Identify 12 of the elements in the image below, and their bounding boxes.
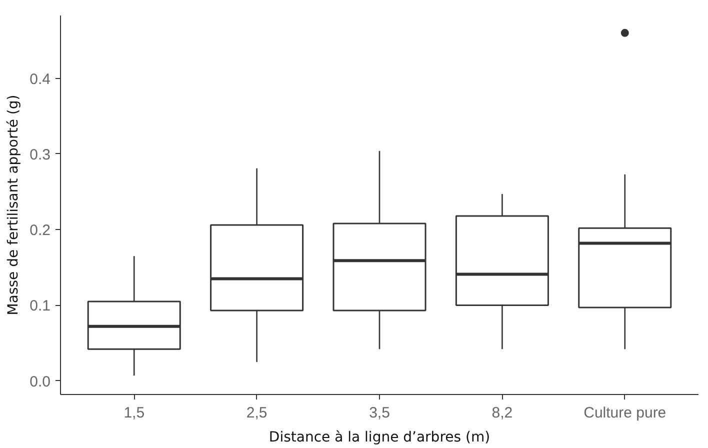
x-tick-label: 3,5 (369, 404, 390, 422)
y-axis-title: Masse de fertilisant apporté (g) (6, 94, 22, 316)
y-tick-label: 0.2 (30, 222, 51, 240)
y-tick-label: 0.0 (30, 373, 51, 390)
y-tick-label: 0.1 (30, 298, 51, 315)
x-tick-label: 1,5 (124, 404, 145, 422)
x-tick-label: 8,2 (492, 404, 513, 422)
x-tick-label: 2,5 (246, 404, 268, 422)
y-tick-label: 0.3 (30, 146, 51, 164)
x-tick-label: Culture pure (584, 404, 666, 422)
x-axis-title: Distance à la ligne d’arbres (m) (268, 430, 490, 446)
y-tick-label: 0.4 (30, 70, 51, 88)
